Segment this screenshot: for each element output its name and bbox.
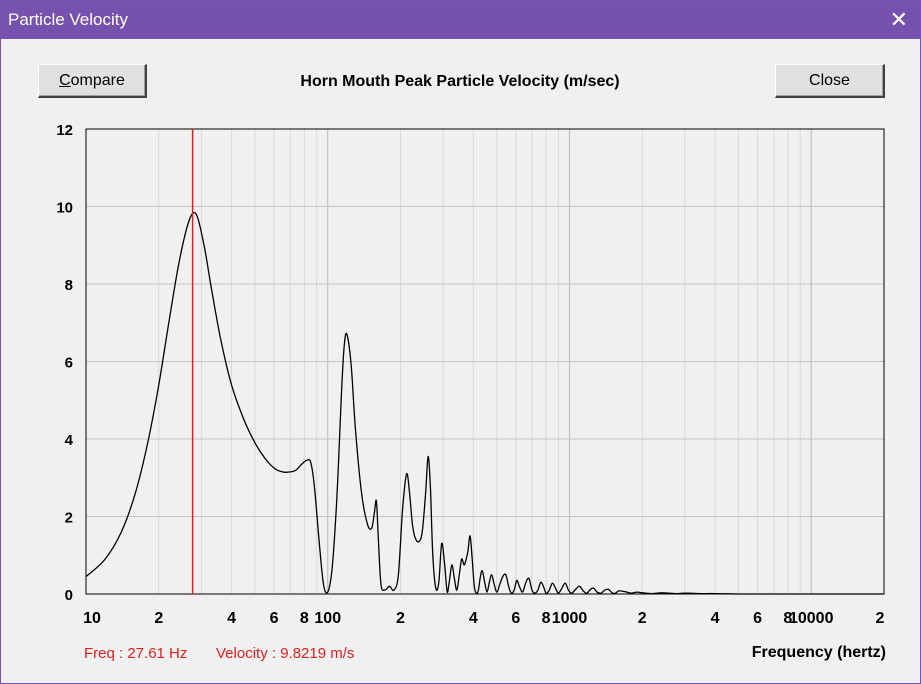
- y-tick-label: 4: [65, 432, 74, 449]
- x-tick-label: 2: [396, 610, 405, 627]
- chart-title: Horn Mouth Peak Particle Velocity (m/sec…: [300, 73, 620, 90]
- y-axis-ticks: 0 2 4 6 8 10 12: [56, 122, 73, 604]
- x-axis-label: Frequency (hertz): [751, 644, 886, 661]
- y-tick-label: 0: [65, 587, 73, 604]
- x-tick-label: 8: [300, 610, 309, 627]
- chart-grid: [86, 129, 884, 594]
- x-tick-label: 2: [154, 610, 163, 627]
- series-line-velocity: [85, 211, 884, 595]
- y-tick-label: 12: [56, 122, 73, 139]
- series-group: [85, 211, 884, 595]
- window-title: Particle Velocity: [8, 10, 128, 29]
- y-tick-label: 2: [65, 510, 73, 527]
- x-tick-label: 6: [511, 610, 520, 627]
- x-tick-label: 2: [876, 610, 885, 627]
- x-tick-label: 6: [753, 610, 762, 627]
- compare-button-label: ompare: [70, 71, 125, 89]
- y-tick-label: 10: [56, 200, 73, 217]
- y-tick-label: 8: [65, 277, 73, 294]
- frequency-readout: Freq : 27.61 Hz: [84, 645, 188, 662]
- x-tick-label: 4: [227, 610, 236, 627]
- x-tick-label: 4: [711, 610, 720, 627]
- x-tick-label: 8: [542, 610, 551, 627]
- plot-area: [85, 128, 885, 595]
- x-tick-label: 10000: [789, 610, 834, 627]
- close-button[interactable]: Close: [775, 64, 885, 98]
- y-tick-label: 6: [65, 355, 73, 372]
- velocity-readout: Velocity : 9.8219 m/s: [216, 645, 355, 662]
- close-icon[interactable]: ✕: [889, 7, 908, 32]
- title-bar[interactable]: Particle Velocity ✕: [1, 1, 920, 39]
- x-tick-label: 10: [83, 610, 101, 627]
- x-tick-label: 1000: [552, 610, 588, 627]
- compare-button-accelerator: C: [59, 71, 71, 89]
- x-tick-label: 8: [783, 610, 792, 627]
- x-tick-label: 6: [270, 610, 279, 627]
- x-tick-label: 4: [469, 610, 478, 627]
- x-tick-label: 2: [638, 610, 647, 627]
- x-tick-label: 100: [314, 610, 341, 627]
